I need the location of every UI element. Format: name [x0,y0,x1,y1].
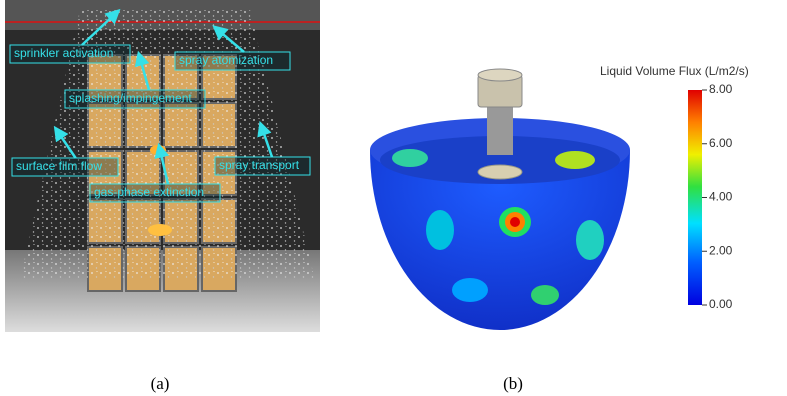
colorbar-tick-label: 8.00 [709,82,733,96]
colorbar-title: Liquid Volume Flux (L/m2/s) [600,64,749,78]
label-text: splashing/impingement [69,91,192,105]
panel-b: Liquid Volume Flux (L/m2/s) 8.00 6.00 4.00… [370,64,749,393]
caption: (b) [503,374,523,393]
flame [150,145,166,155]
caption: (a) [151,374,170,393]
deflector [478,165,522,179]
blob [452,278,488,302]
blob [531,285,559,305]
blob [426,210,454,250]
blob [392,149,428,167]
label-text: spray atomization [179,53,273,67]
body: sprinkler activation spray atomization spl… [0,0,787,396]
blob [555,151,595,169]
figure: sprinkler activation spray atomization spl… [0,0,787,396]
label-text: sprinkler activation [14,46,113,60]
colorbar-tick-label: 0.00 [709,297,733,311]
flame [148,224,172,236]
blob [576,220,604,260]
panel-a: sprinkler activation spray atomization spl… [5,0,320,393]
nozzle-top [478,69,522,81]
label-text: surface film flow [16,159,102,173]
colorbar-tick-label: 4.00 [709,190,733,204]
colorbar-tick-label: 6.00 [709,136,733,150]
colorbar-tick-label: 2.00 [709,243,733,257]
page: {"panel_a": {"labels": ["sprinkler activ… [0,0,787,396]
label-text: gas-phase extinction [94,185,204,199]
blob [510,217,520,227]
colorbar-scale [688,90,702,305]
label-text: spray transport [219,158,300,172]
